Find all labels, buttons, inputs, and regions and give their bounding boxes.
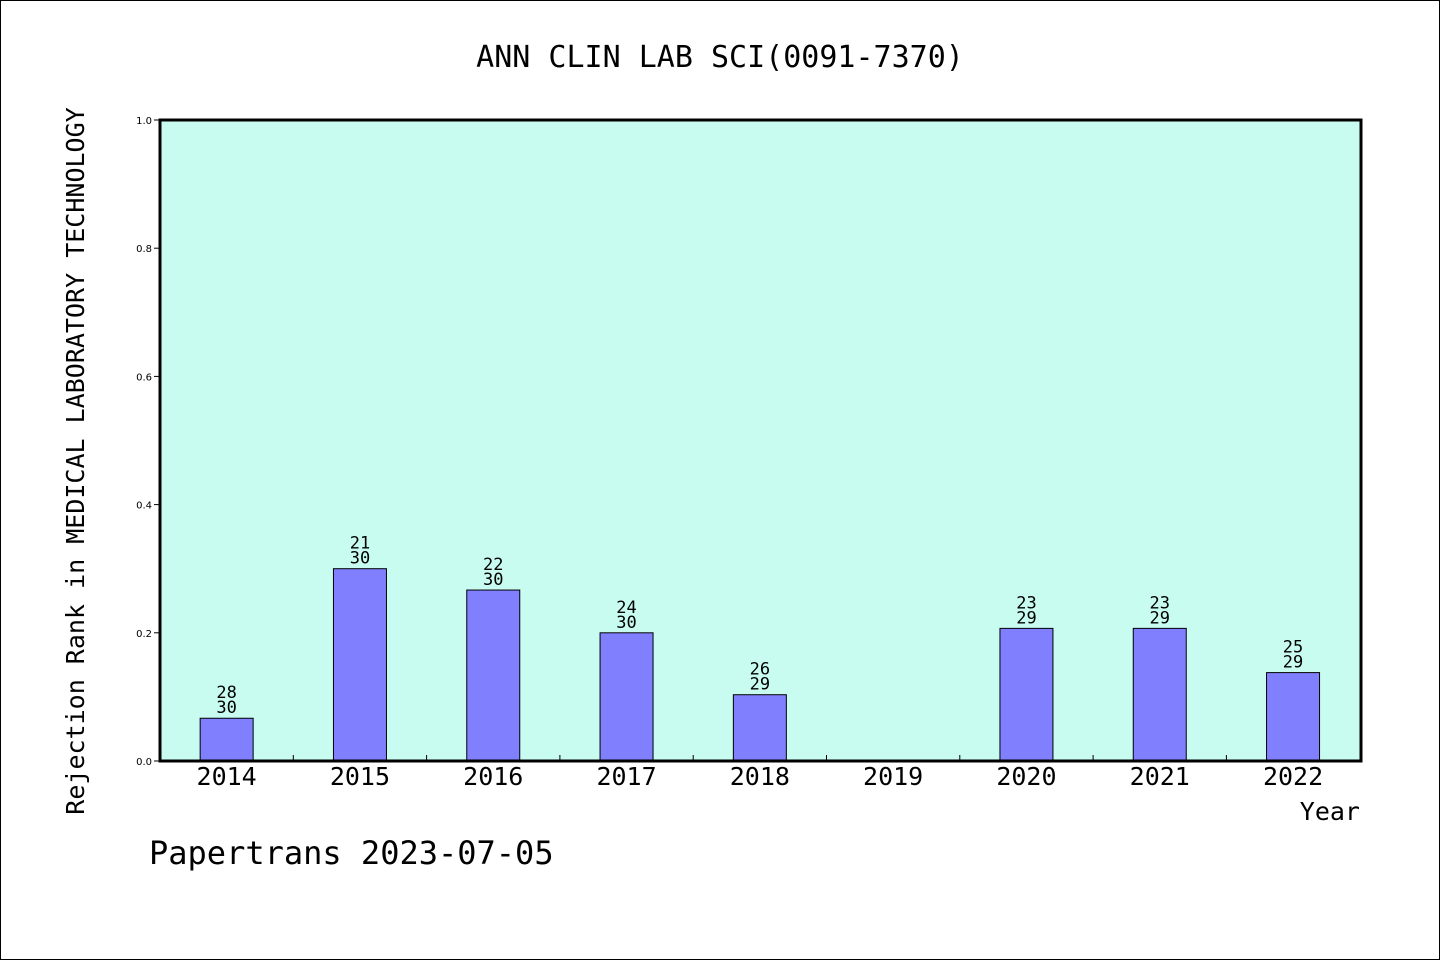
chart-title: ANN CLIN LAB SCI(0091-7370) [476, 40, 964, 75]
bar-total-label: 30 [616, 613, 636, 633]
y-tick-label: 1.0 [136, 116, 152, 127]
x-axis: 2014 2015 2016 2017 2018 2019 2020 2021 2022 [197, 755, 1323, 791]
y-tick-label: 0.6 [136, 372, 152, 383]
x-tick-label: 2022 [1263, 762, 1323, 791]
bar-2022 [1266, 672, 1321, 762]
bar-2015 [332, 568, 387, 762]
credit-text: Papertrans 2023-07-05 [149, 834, 554, 872]
bar-rank-label: 28 [216, 683, 236, 703]
bar-total-label: 29 [1283, 653, 1303, 673]
x-tick-label: 2021 [1130, 762, 1190, 791]
bar-2014 [199, 717, 254, 762]
y-axis: 0.0 0.2 0.4 0.6 0.8 1.0 [136, 116, 160, 768]
bar-rank-label: 23 [1150, 593, 1170, 613]
bar-total-label: 29 [1016, 608, 1036, 628]
bar-2018 [732, 694, 787, 762]
bar-2017 [599, 632, 654, 762]
y-axis-label: Rejection Rank in MEDICAL LABORATORY TEC… [61, 107, 90, 814]
x-axis-label: Year [1300, 797, 1360, 826]
plot-border [158, 118, 1363, 763]
bar-rank-label: 24 [616, 598, 636, 618]
bar-rank-label: 21 [350, 534, 370, 554]
y-tick-label: 0.0 [136, 757, 152, 768]
x-tick-label: 2019 [863, 762, 923, 791]
x-tick-label: 2014 [197, 762, 257, 791]
bar-rank-label: 23 [1016, 593, 1036, 613]
x-tick-label: 2020 [996, 762, 1056, 791]
bar-2016 [466, 589, 521, 762]
y-tick-label: 0.4 [136, 501, 152, 512]
bar-rank-label: 22 [483, 555, 503, 575]
y-tick-label: 0.8 [136, 244, 152, 255]
bar-total-label: 30 [350, 549, 370, 569]
bar-total-label: 30 [483, 570, 503, 590]
y-tick-label: 0.2 [136, 629, 152, 640]
bar-total-label: 30 [216, 698, 236, 718]
x-tick-label: 2015 [330, 762, 390, 791]
bar-series [199, 568, 1321, 762]
bar-total-label: 29 [750, 675, 770, 695]
bar-2020 [999, 627, 1054, 762]
bar-total-label: 29 [1150, 608, 1170, 628]
x-tick-label: 2017 [596, 762, 656, 791]
x-tick-label: 2016 [463, 762, 523, 791]
x-tick-label: 2018 [730, 762, 790, 791]
bar-rank-label: 26 [750, 660, 770, 680]
bar-2021 [1132, 627, 1187, 762]
bar-rank-label: 25 [1283, 638, 1303, 658]
